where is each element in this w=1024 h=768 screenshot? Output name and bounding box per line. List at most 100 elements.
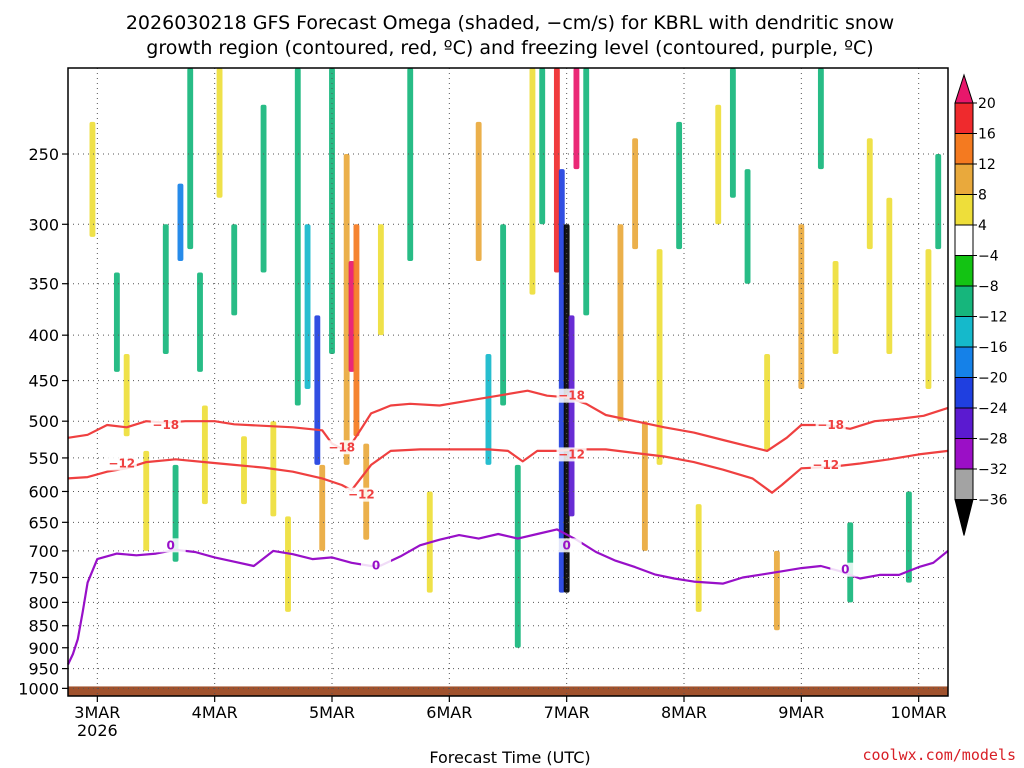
chart-title-line1: 2026030218 GFS Forecast Omega (shaded, −… (126, 12, 894, 34)
omega-cell-51 (798, 224, 805, 390)
omega-cell-20 (329, 68, 335, 354)
plot-area: −18 −18 −18 −18 −12 −12 −12 −12 0 0 0 0 (67, 68, 949, 696)
y-tick-label-600: 600 (28, 482, 59, 501)
contour-label-dgz-upper-0: −18 (152, 418, 179, 432)
omega-cell-49 (764, 353, 771, 451)
omega-cell-11 (231, 224, 238, 316)
plot-background (68, 68, 948, 696)
x-tick-label-8MAR: 8MAR (661, 703, 707, 722)
colorbar-label-6: −8 (978, 279, 999, 295)
contour-label-freezing-level-2: 0 (562, 538, 570, 552)
y-tick-label-550: 550 (28, 449, 59, 468)
omega-cell-23 (353, 224, 360, 437)
omega-cell-42 (641, 421, 648, 551)
omega-cell-40 (617, 224, 624, 422)
omega-cell-10 (216, 68, 223, 198)
contour-label-freezing-level-0: 0 (166, 538, 174, 552)
omega-cell-52 (817, 68, 824, 170)
colorbar-segment-6 (954, 255, 974, 287)
omega-cell-29 (485, 353, 492, 465)
contour-label-dgz-lower-2: −12 (558, 447, 585, 461)
omega-cell-8 (197, 272, 203, 372)
colorbar-label-4: 4 (978, 218, 987, 234)
omega-cell-0 (89, 121, 96, 237)
colorbar-segment-10 (954, 377, 974, 409)
omega-cell-50 (773, 550, 780, 631)
omega-cell-28 (475, 121, 482, 262)
contour-dgz-lower (67, 448, 949, 494)
omega-cell-41 (632, 138, 639, 250)
omega-cell-5 (172, 464, 179, 562)
y-tick-label-750: 750 (28, 568, 59, 587)
omega-cell-12 (241, 436, 247, 505)
contour-label-bg-dgz-upper-0 (150, 418, 181, 433)
omega-cell-22 (348, 261, 355, 372)
contour-label-bg-freezing-level-1 (361, 558, 391, 573)
colorbar-segment-7 (954, 285, 974, 317)
omega-cell-4 (162, 224, 169, 354)
omega-cell-9 (201, 405, 208, 505)
omega-cell-13 (260, 104, 267, 273)
colorbar-segment-11 (954, 407, 974, 439)
omega-cell-48 (744, 169, 751, 284)
x-axis-label: Forecast Time (UTC) (429, 748, 590, 767)
contour-freezing-level (67, 528, 949, 665)
omega-cell-53 (832, 261, 839, 354)
contour-label-bg-dgz-lower-2 (556, 447, 587, 462)
colorbar-label-9: −20 (978, 371, 1008, 387)
colorbar-segment-5 (954, 224, 974, 256)
omega-cell-1 (113, 272, 120, 372)
omega-cell-15 (285, 516, 291, 612)
colorbar-label-2: 12 (978, 157, 996, 173)
omega-cell-57 (905, 491, 912, 583)
contour-label-dgz-upper-1: −18 (328, 440, 355, 454)
x-tick-label-10MAR: 10MAR (891, 703, 947, 722)
omega-cell-35 (558, 169, 565, 593)
colorbar: 20 16 12 8 4 −4 −8 −12 −16 −20 −24 −28 −32 −36 (954, 73, 1008, 536)
omega-cell-26 (407, 68, 414, 262)
colorbar-segment-1 (954, 102, 974, 134)
omega-cell-3 (143, 450, 150, 551)
contour-label-dgz-lower-3: −12 (812, 458, 839, 472)
y-tick-label-650: 650 (28, 513, 59, 532)
omega-cell-6 (177, 183, 184, 262)
colorbar-segment-8 (954, 316, 974, 348)
y-tick-label-450: 450 (28, 372, 59, 391)
omega-cell-25 (377, 224, 384, 336)
contour-label-bg-dgz-lower-0 (106, 456, 137, 471)
colorbar-bottom-arrow (954, 499, 974, 536)
colorbar-segment-13 (954, 468, 974, 500)
omega-cell-55 (866, 138, 873, 250)
colorbar-segment-4 (954, 194, 974, 226)
omega-cell-58 (925, 249, 932, 390)
colorbar-top-arrow (954, 73, 974, 104)
colorbar-label-8: −16 (978, 340, 1008, 356)
omega-cell-16 (294, 68, 301, 406)
omega-cell-18 (314, 315, 321, 465)
contour-label-bg-freezing-level-3 (830, 562, 861, 577)
colorbar-label-11: −28 (978, 432, 1008, 448)
colorbar-segment-3 (954, 163, 974, 195)
axes: 250 300 350 400 450 500 550 600 650 700 750 800 850 9… (18, 67, 949, 740)
omega-cell-17 (304, 224, 311, 390)
colorbar-label-13: −36 (978, 493, 1008, 509)
chart-title-line2: growth region (contoured, red, ºC) and f… (146, 37, 873, 59)
y-tick-label-850: 850 (28, 617, 59, 636)
omega-cell-30 (500, 224, 507, 406)
colorbar-label-10: −24 (978, 401, 1008, 417)
omega-cell-46 (715, 104, 722, 225)
x-tick-label-6MAR: 6MAR (426, 703, 472, 722)
colorbar-label-3: 8 (978, 188, 987, 204)
x-tick-label-3MAR: 3MAR (74, 703, 120, 722)
contour-label-bg-freezing-level-0 (155, 538, 186, 553)
ground-band (68, 686, 948, 696)
contour-label-bg-freezing-level-2 (551, 538, 582, 553)
x-year-label: 2026 (77, 721, 118, 740)
colorbar-segment-12 (954, 438, 974, 470)
omega-cell-45 (695, 504, 702, 612)
colorbar-label-0: 20 (978, 96, 996, 112)
omega-cell-38 (573, 68, 580, 170)
credit-link[interactable]: coolwx.com/models (862, 746, 1016, 764)
omega-cell-32 (529, 68, 536, 295)
